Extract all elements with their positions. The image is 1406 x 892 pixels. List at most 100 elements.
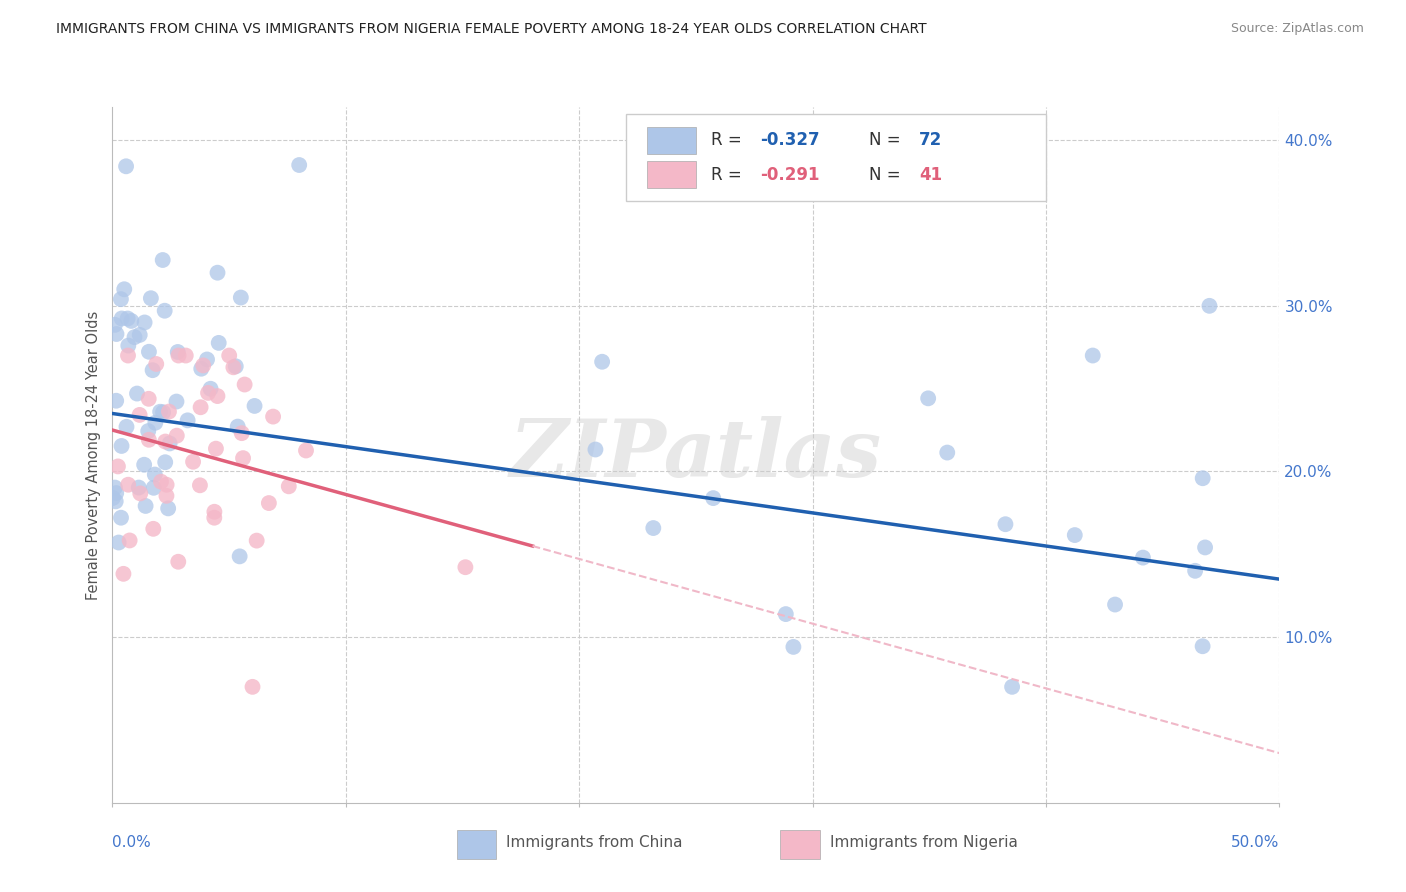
Text: IMMIGRANTS FROM CHINA VS IMMIGRANTS FROM NIGERIA FEMALE POVERTY AMONG 18-24 YEAR: IMMIGRANTS FROM CHINA VS IMMIGRANTS FROM… bbox=[56, 22, 927, 37]
Point bbox=[1198, 299, 1220, 313]
Point bbox=[643, 521, 665, 535]
Point bbox=[115, 159, 138, 173]
Point bbox=[176, 413, 198, 427]
Point bbox=[117, 477, 139, 491]
Point bbox=[226, 419, 249, 434]
FancyBboxPatch shape bbox=[626, 114, 1046, 201]
Point bbox=[454, 560, 477, 574]
Point bbox=[153, 303, 176, 318]
Point bbox=[1184, 564, 1206, 578]
Point bbox=[1191, 471, 1213, 485]
Y-axis label: Female Poverty Among 18-24 Year Olds: Female Poverty Among 18-24 Year Olds bbox=[86, 310, 101, 599]
Point bbox=[112, 566, 135, 581]
Point bbox=[142, 522, 165, 536]
Point bbox=[159, 436, 181, 450]
Point bbox=[200, 382, 222, 396]
Point bbox=[145, 357, 167, 371]
Point bbox=[195, 352, 218, 367]
Point bbox=[104, 318, 127, 332]
Point bbox=[190, 401, 212, 415]
Point bbox=[117, 349, 139, 363]
Point bbox=[288, 158, 311, 172]
Point bbox=[104, 494, 127, 508]
Point bbox=[104, 481, 127, 495]
Point bbox=[120, 314, 142, 328]
Point bbox=[118, 533, 141, 548]
Text: 72: 72 bbox=[920, 131, 942, 150]
Point bbox=[142, 363, 165, 377]
Point bbox=[105, 486, 128, 500]
Point bbox=[112, 282, 135, 296]
Text: N =: N = bbox=[869, 131, 905, 150]
FancyBboxPatch shape bbox=[647, 161, 696, 188]
Text: R =: R = bbox=[711, 166, 747, 184]
Point bbox=[782, 640, 804, 654]
Text: R =: R = bbox=[711, 131, 747, 150]
Point bbox=[231, 426, 253, 441]
Point bbox=[107, 459, 129, 474]
Text: Source: ZipAtlas.com: Source: ZipAtlas.com bbox=[1230, 22, 1364, 36]
Point bbox=[232, 451, 254, 466]
Point bbox=[143, 467, 166, 482]
Point bbox=[128, 481, 150, 495]
Point bbox=[155, 434, 177, 449]
Point bbox=[218, 349, 240, 363]
Point bbox=[157, 501, 180, 516]
Point bbox=[143, 416, 166, 430]
Text: 0.0%: 0.0% bbox=[112, 836, 152, 850]
Point bbox=[702, 491, 724, 505]
Point bbox=[242, 680, 264, 694]
Text: N =: N = bbox=[869, 166, 905, 184]
Point bbox=[277, 479, 299, 493]
Point bbox=[190, 361, 212, 376]
Point bbox=[139, 291, 162, 305]
Point bbox=[110, 439, 132, 453]
Point bbox=[1001, 680, 1024, 694]
Point bbox=[115, 419, 138, 434]
Point bbox=[150, 475, 173, 489]
Text: -0.291: -0.291 bbox=[761, 166, 820, 184]
Point bbox=[228, 549, 250, 564]
Point bbox=[157, 404, 180, 418]
Point bbox=[149, 405, 172, 419]
Point bbox=[155, 489, 177, 503]
Text: -0.327: -0.327 bbox=[761, 131, 820, 150]
Point bbox=[138, 344, 160, 359]
Point bbox=[117, 338, 139, 352]
Point bbox=[994, 517, 1017, 532]
Point bbox=[207, 389, 229, 403]
Point bbox=[202, 510, 225, 524]
Text: ZIPatlas: ZIPatlas bbox=[510, 417, 882, 493]
Text: 50.0%: 50.0% bbox=[1232, 836, 1279, 850]
Point bbox=[128, 327, 150, 342]
Point bbox=[142, 481, 165, 495]
Point bbox=[166, 345, 188, 359]
Point bbox=[111, 311, 134, 326]
Point bbox=[207, 266, 229, 280]
Point bbox=[202, 505, 225, 519]
Point bbox=[152, 252, 174, 267]
Point bbox=[193, 359, 215, 373]
Point bbox=[155, 455, 177, 469]
Point bbox=[583, 442, 606, 457]
Point bbox=[174, 349, 197, 363]
Point bbox=[128, 408, 150, 422]
Point bbox=[105, 326, 128, 341]
Point bbox=[295, 443, 318, 458]
Point bbox=[134, 315, 156, 329]
Point bbox=[105, 393, 128, 408]
Point bbox=[117, 311, 139, 326]
Point bbox=[233, 377, 256, 392]
Point bbox=[129, 486, 152, 500]
Point bbox=[246, 533, 269, 548]
Point bbox=[138, 392, 160, 406]
Point bbox=[205, 442, 228, 456]
Text: Immigrants from Nigeria: Immigrants from Nigeria bbox=[830, 836, 1018, 850]
Point bbox=[208, 335, 231, 350]
FancyBboxPatch shape bbox=[647, 127, 696, 154]
Point bbox=[1132, 550, 1154, 565]
Point bbox=[124, 330, 146, 344]
Point bbox=[243, 399, 266, 413]
Point bbox=[188, 478, 211, 492]
Point bbox=[1194, 541, 1216, 555]
